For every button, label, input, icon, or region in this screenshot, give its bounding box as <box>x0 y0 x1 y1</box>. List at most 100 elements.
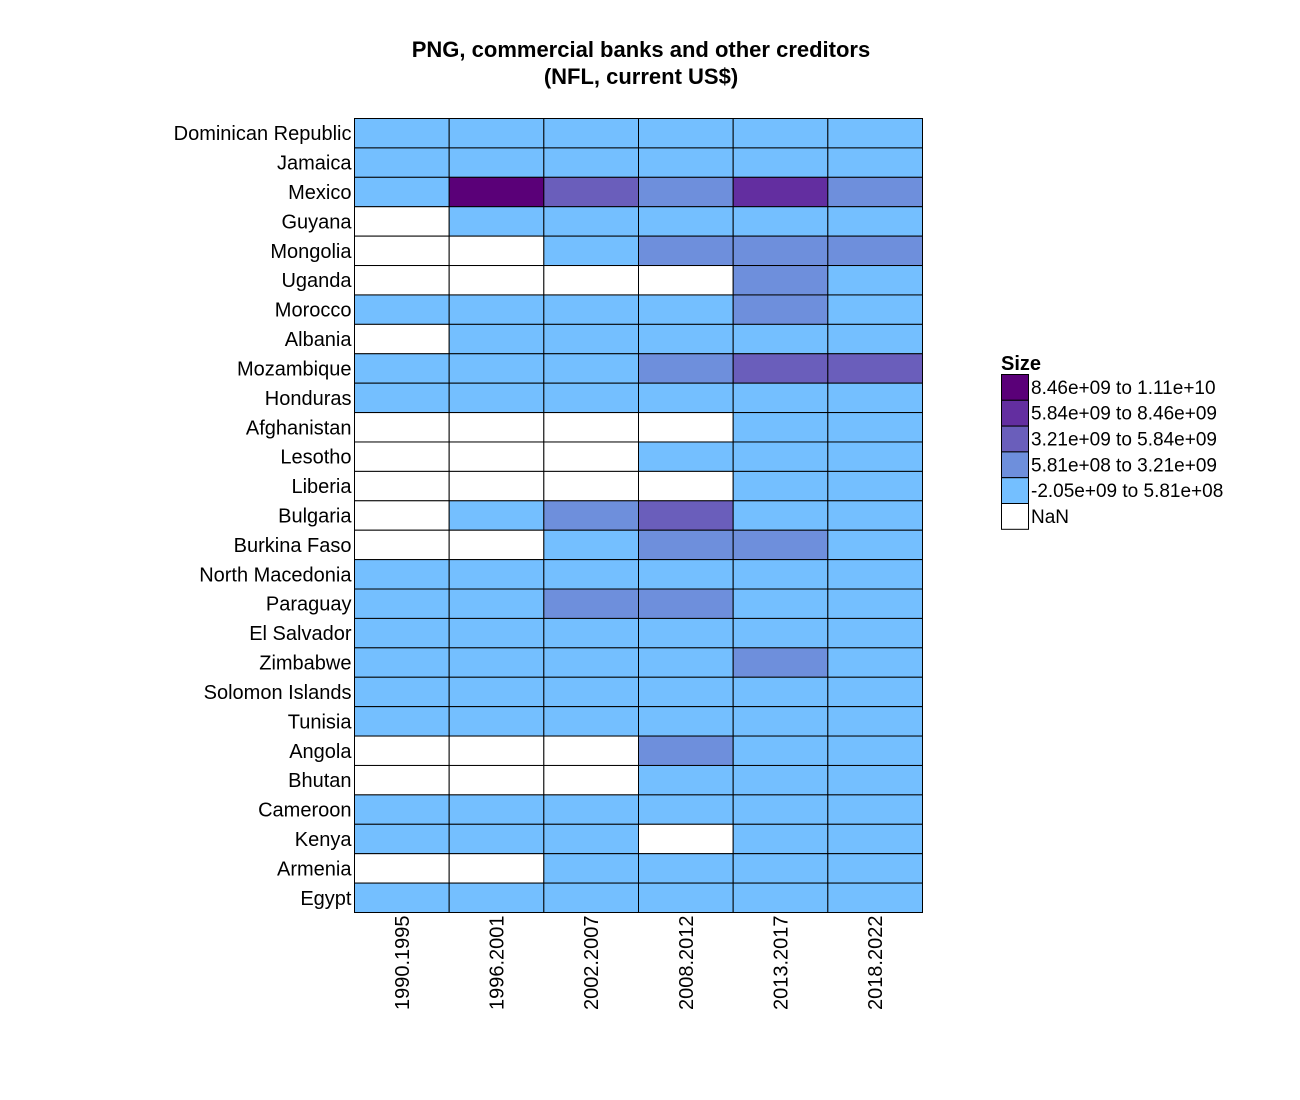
heatmap-cell <box>638 676 734 708</box>
heatmap-cell <box>448 118 545 149</box>
heatmap-cell <box>732 470 829 502</box>
heatmap-cell <box>638 441 734 472</box>
heatmap-cell <box>827 647 923 678</box>
heatmap-cell <box>543 323 639 355</box>
heatmap-cell <box>827 235 923 267</box>
heatmap-cell <box>448 441 545 472</box>
chart-title-line1: PNG, commercial banks and other creditor… <box>412 37 870 62</box>
heatmap-cell <box>638 764 734 796</box>
heatmap-cell <box>638 617 734 649</box>
heatmap-cell <box>827 294 923 325</box>
heatmap-cell <box>732 706 829 737</box>
row-label: Zimbabwe <box>259 653 351 675</box>
heatmap-cell <box>543 294 639 325</box>
column-label: 2018.2022 <box>865 916 887 1011</box>
row-label: Guyana <box>281 211 352 233</box>
heatmap-cell <box>732 588 829 619</box>
chart-title-line2: (NFL, current US$) <box>544 64 738 89</box>
heatmap-cell <box>638 353 734 384</box>
row-label: Bulgaria <box>278 506 352 528</box>
heatmap-cell <box>732 529 829 561</box>
heatmap-cell <box>448 176 545 208</box>
heatmap-cell <box>638 706 734 737</box>
heatmap-cell <box>638 588 734 619</box>
heatmap-cell <box>827 265 923 296</box>
heatmap-cell <box>732 676 829 708</box>
heatmap-cell <box>354 382 450 414</box>
heatmap-cell <box>638 176 734 208</box>
row-label: Angola <box>289 741 352 763</box>
heatmap-cell <box>354 823 450 855</box>
row-labels: Dominican Republic Jamaica Mexico Guyana Mon… <box>174 123 353 910</box>
heatmap-cell <box>543 265 639 296</box>
row-label: Afghanistan <box>246 417 352 439</box>
legend: Size 8.46e+09 to 1.11e+10 5.84e+09 to 8.4… <box>1001 353 1223 530</box>
heatmap-cell <box>354 147 450 178</box>
legend-swatch <box>1001 503 1029 530</box>
heatmap-cell <box>448 764 545 796</box>
heatmap-cell <box>638 294 734 325</box>
heatmap-cell <box>448 353 545 384</box>
heatmap-cell <box>732 147 829 178</box>
heatmap-cell <box>827 176 923 208</box>
heatmap-cell <box>732 176 829 208</box>
heatmap-cell <box>827 529 923 561</box>
heatmap-cell <box>543 118 639 149</box>
heatmap-cell <box>732 735 829 766</box>
heatmap-cell <box>732 412 829 443</box>
row-label: Paraguay <box>266 594 352 616</box>
heatmap-cell <box>543 412 639 443</box>
heatmap-cell <box>638 206 734 237</box>
heatmap-cell <box>448 470 545 502</box>
heatmap-cell <box>732 382 829 414</box>
row-label: Honduras <box>265 388 352 410</box>
heatmap-cell <box>827 441 923 472</box>
heatmap-cell <box>732 206 829 237</box>
heatmap-cell <box>732 441 829 472</box>
legend-swatch <box>1001 451 1029 479</box>
row-label: Egypt <box>300 888 352 910</box>
heatmap-cell <box>448 500 545 531</box>
heatmap-cell <box>354 118 450 149</box>
heatmap-cell <box>354 853 450 884</box>
heatmap-cell <box>448 235 545 267</box>
heatmap-cell <box>354 353 450 384</box>
column-label: 1990.1995 <box>392 916 414 1011</box>
heatmap-cell <box>732 323 829 355</box>
heatmap-cell <box>448 823 545 855</box>
heatmap-cell <box>827 764 923 796</box>
column-labels: 1990.1995 1996.2001 2002.2007 2008.2012 2013… <box>392 916 887 1011</box>
heatmap-cell <box>638 323 734 355</box>
legend-title: Size <box>1001 353 1041 375</box>
legend-label: 3.21e+09 to 5.84e+09 <box>1031 430 1217 451</box>
legend-label: NaN <box>1031 507 1069 528</box>
heatmap-cell <box>354 735 450 766</box>
heatmap-cell <box>827 617 923 649</box>
heatmap-cell <box>448 206 545 237</box>
heatmap-cell <box>448 735 545 766</box>
heatmap-cell <box>543 823 639 855</box>
legend-label: 8.46e+09 to 1.11e+10 <box>1031 378 1216 399</box>
row-label: Albania <box>285 329 353 351</box>
heatmap-cell <box>732 235 829 267</box>
heatmap-cell <box>448 617 545 649</box>
heatmap-cell <box>827 353 923 384</box>
heatmap-cell <box>354 265 450 296</box>
heatmap-cell <box>448 265 545 296</box>
heatmap-cell <box>543 353 639 384</box>
heatmap-cell <box>543 706 639 737</box>
row-label: Morocco <box>275 300 352 322</box>
heatmap-cell <box>448 382 545 414</box>
heatmap-cell <box>448 323 545 355</box>
heatmap-cell <box>543 853 639 884</box>
row-label: Mozambique <box>237 358 352 380</box>
heatmap-cell <box>448 412 545 443</box>
heatmap-cell <box>732 617 829 649</box>
heatmap-cell <box>543 588 639 619</box>
row-label: Jamaica <box>277 153 352 175</box>
heatmap-cell <box>448 853 545 884</box>
heatmap-cell <box>543 529 639 561</box>
column-label: 2008.2012 <box>676 916 698 1011</box>
row-label: El Salvador <box>249 623 352 645</box>
